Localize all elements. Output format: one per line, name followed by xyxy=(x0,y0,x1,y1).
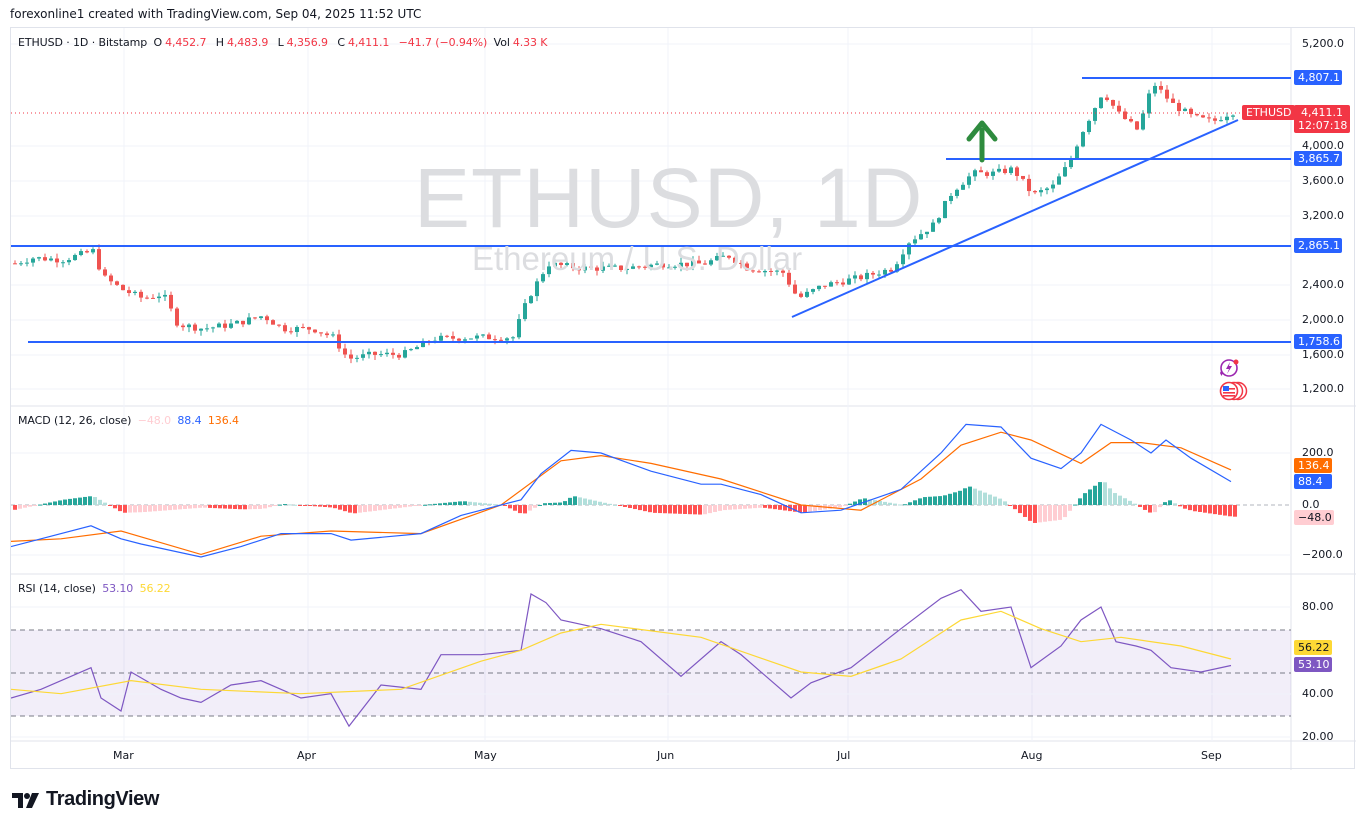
time-tick-may: May xyxy=(474,749,497,762)
chart-credit: forexonline1 created with TradingView.co… xyxy=(10,7,422,21)
macd-legend: MACD (12, 26, close) −48.0 88.4 136.4 xyxy=(18,414,242,427)
macd-tick: 0.0 xyxy=(1302,498,1320,511)
price-tick: 4,000.0 xyxy=(1302,139,1344,152)
symbol-price-tag: ETHUSD xyxy=(1242,105,1296,120)
price-tick: 3,600.0 xyxy=(1302,174,1344,187)
price-tick: 2,400.0 xyxy=(1302,278,1344,291)
close-value: C 4,411.1 xyxy=(337,36,390,49)
macd-signal-tag: 136.4 xyxy=(1294,458,1332,473)
macd-tag: 88.4 xyxy=(1294,474,1332,489)
rsi-legend: RSI (14, close) 53.10 56.22 xyxy=(18,582,174,595)
price-tick: 5,200.0 xyxy=(1302,37,1344,50)
rsi-ma-value: 56.22 xyxy=(139,582,171,595)
level-tag-2865[interactable]: 2,865.1 xyxy=(1294,238,1342,253)
price-tick: 3,200.0 xyxy=(1302,209,1344,222)
change-value: −41.7 (−0.94%) xyxy=(398,36,488,49)
price-tick: 2,000.0 xyxy=(1302,313,1344,326)
rsi-tick: 80.00 xyxy=(1302,600,1334,613)
macd-tick: 200.0 xyxy=(1302,446,1334,459)
symbol-info[interactable]: ETHUSD · 1D · Bitstamp xyxy=(18,36,148,49)
last-price-tag: 4,411.1 12:07:18 xyxy=(1294,105,1350,133)
rsi-tick: 40.00 xyxy=(1302,687,1334,700)
rsi-tick: 20.00 xyxy=(1302,730,1334,743)
time-tick-jul: Jul xyxy=(837,749,851,762)
time-tick-sep: Sep xyxy=(1201,749,1222,762)
level-tag-4807[interactable]: 4,807.1 xyxy=(1294,70,1342,85)
volume-value: Vol 4.33 K xyxy=(493,36,548,49)
time-tick-jun: Jun xyxy=(657,749,675,762)
time-tick-mar: Mar xyxy=(113,749,134,762)
rsi-value: 53.10 xyxy=(102,582,134,595)
tradingview-logo-icon xyxy=(12,792,39,808)
time-tick-apr: Apr xyxy=(297,749,317,762)
rsi-tag: 53.10 xyxy=(1294,657,1332,672)
tradingview-brand[interactable]: TradingView xyxy=(12,788,159,811)
high-value: H 4,483.9 xyxy=(215,36,269,49)
macd-value: 88.4 xyxy=(177,414,202,427)
symbol-watermark: ETHUSD, 1D xyxy=(414,151,924,245)
macd-title[interactable]: MACD (12, 26, close) xyxy=(18,414,132,427)
price-tick: 1,600.0 xyxy=(1302,348,1344,361)
earnings-event-icon[interactable] xyxy=(1216,357,1242,383)
rsi-title[interactable]: RSI (14, close) xyxy=(18,582,96,595)
level-tag-1758[interactable]: 1,758.6 xyxy=(1294,334,1342,349)
us-economic-event-icon[interactable] xyxy=(1216,380,1248,406)
main-legend: ETHUSD · 1D · Bitstamp O 4,452.7 H 4,483.9… xyxy=(18,36,553,49)
macd-tick: −200.0 xyxy=(1302,548,1343,561)
bar-countdown: 12:07:18 xyxy=(1298,119,1348,132)
price-tick: 1,200.0 xyxy=(1302,382,1344,395)
brand-name: TradingView xyxy=(46,788,160,810)
chart-frame[interactable] xyxy=(10,27,1356,770)
chart-canvas[interactable] xyxy=(11,28,1356,770)
macd-hist-value: −48.0 xyxy=(137,414,171,427)
rsi-ma-tag: 56.22 xyxy=(1294,640,1332,655)
open-value: O 4,452.7 xyxy=(153,36,207,49)
macd-hist-tag: −48.0 xyxy=(1294,510,1334,525)
macd-signal-value: 136.4 xyxy=(207,414,239,427)
time-tick-aug: Aug xyxy=(1021,749,1043,762)
symbol-description-watermark: Ethereum / U.S. Dollar xyxy=(472,240,803,277)
low-value: L 4,356.9 xyxy=(277,36,328,49)
level-tag-3865[interactable]: 3,865.7 xyxy=(1294,151,1342,166)
